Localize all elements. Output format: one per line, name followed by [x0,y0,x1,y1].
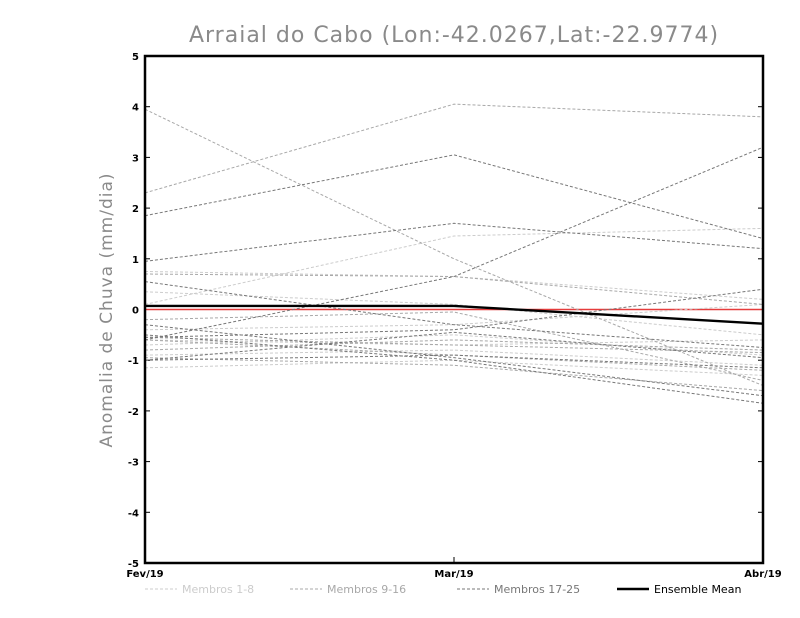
ensemble-mean-line [145,304,764,325]
y-axis-label: Anomalia de Chuva (mm/dia) [97,172,117,447]
member-line [144,339,764,351]
x-tick-label: Mar/19 [434,569,473,580]
member-line [144,108,764,387]
member-line [144,339,764,371]
member-line [144,103,764,194]
series-layer [144,103,764,404]
y-tick-label: -1 [128,356,139,367]
x-axis-ticks: Fev/19 Mar/19 Abr/19 [126,557,782,580]
member-line [144,349,764,366]
x-tick-label: Abr/19 [744,569,781,580]
y-tick-label: 3 [132,153,139,164]
member-line [144,227,764,305]
y-axis-ticks: 5 4 3 2 1 0 -1 -2 -3 -4 -5 [128,52,763,570]
member-line [144,146,764,341]
member-line [144,222,764,262]
member-line [144,339,764,346]
y-tick-label: -4 [128,508,139,519]
y-tick-label: 1 [132,255,139,266]
y-tick-label: 5 [132,52,139,63]
member-line [144,303,764,331]
y-tick-label: 0 [132,306,139,317]
x-tick-label: Fev/19 [126,569,163,580]
member-line [144,291,764,336]
member-line [144,288,764,338]
y-tick-label: 4 [132,103,139,114]
legend-label: Membros 17-25 [494,583,580,596]
y-tick-label: 2 [132,204,139,215]
legend-label: Ensemble Mean [654,583,741,596]
member-line [144,270,764,300]
member-line [144,331,764,361]
member-line [144,324,764,397]
plot-frame [143,54,765,565]
member-line [144,334,764,356]
y-tick-label: -2 [128,407,139,418]
legend: Membros 1-8 Membros 9-16 Membros 17-25 Ense… [145,583,741,596]
member-line [144,154,764,240]
y-tick-label: -3 [128,458,139,469]
legend-label: Membros 9-16 [327,583,406,596]
y-tick-label: -5 [128,559,139,570]
member-line [144,281,764,349]
member-line [144,273,764,305]
member-line [144,354,764,369]
legend-label: Membros 1-8 [182,583,254,596]
member-line [144,359,764,376]
chart-title: Arraial do Cabo (Lon:-42.0267,Lat:-22.97… [189,23,719,48]
member-line [144,336,764,354]
member-line [144,311,764,381]
member-line [144,357,764,392]
member-line [144,334,764,404]
